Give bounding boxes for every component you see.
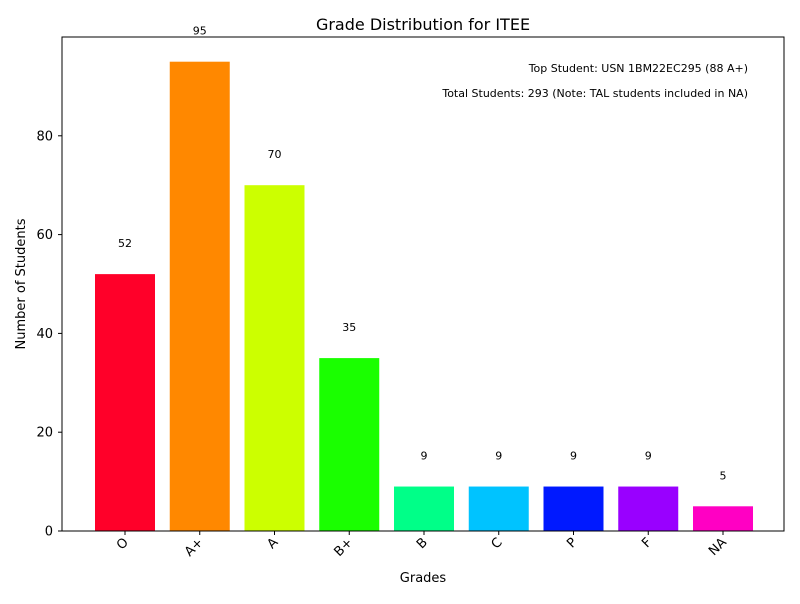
data-label-C: 9	[495, 450, 502, 463]
x-tick-label-C: C	[489, 535, 506, 552]
chart-title: Grade Distribution for ITEE	[316, 15, 530, 34]
bar-B	[394, 486, 454, 531]
data-label-F: 9	[645, 450, 652, 463]
x-tick-label-A+: A+	[182, 535, 207, 560]
bar-C	[468, 486, 529, 531]
data-label-O: 52	[118, 237, 132, 250]
bar-A+	[169, 61, 230, 531]
data-label-A+: 95	[193, 25, 207, 38]
x-axis: O A+ A B+ B C P F NA	[114, 531, 730, 560]
data-label-P: 9	[570, 450, 577, 463]
annotation-top-student: Top Student: USN 1BM22EC295 (88 A+)	[528, 62, 748, 75]
x-tick-label-O: O	[114, 535, 132, 553]
bar-NA	[693, 506, 753, 531]
bars-group	[95, 61, 753, 531]
x-axis-label: Grades	[400, 571, 447, 586]
x-tick-label-B+: B+	[331, 535, 356, 560]
data-label-B+: 35	[342, 321, 356, 334]
annotation-total-students: Total Students: 293 (Note: TAL students …	[441, 87, 748, 100]
y-axis: 0 20 40 60 80	[36, 129, 62, 540]
bar-O	[95, 274, 155, 531]
y-tick-label-60: 60	[36, 228, 53, 243]
x-tick-label-NA: NA	[706, 535, 730, 559]
y-tick-label-40: 40	[36, 327, 53, 342]
x-tick-label-F: F	[639, 535, 655, 551]
y-tick-label-0: 0	[45, 525, 53, 540]
x-tick-label-B: B	[414, 535, 431, 552]
bar-F	[618, 486, 679, 531]
annotations-group: Top Student: USN 1BM22EC295 (88 A+) Tota…	[441, 62, 748, 100]
bar-B+	[319, 358, 380, 531]
bar-P	[543, 486, 604, 531]
data-label-A: 70	[268, 148, 282, 161]
x-tick-label-A: A	[264, 535, 281, 552]
plot-frame	[61, 36, 785, 532]
x-tick-label-P: P	[564, 535, 580, 551]
y-tick-label-20: 20	[36, 426, 53, 441]
bar-A	[244, 185, 305, 531]
y-axis-label: Number of Students	[14, 218, 29, 349]
data-label-B: 9	[421, 450, 428, 463]
data-label-NA: 5	[720, 469, 727, 482]
y-tick-label-80: 80	[36, 129, 53, 144]
